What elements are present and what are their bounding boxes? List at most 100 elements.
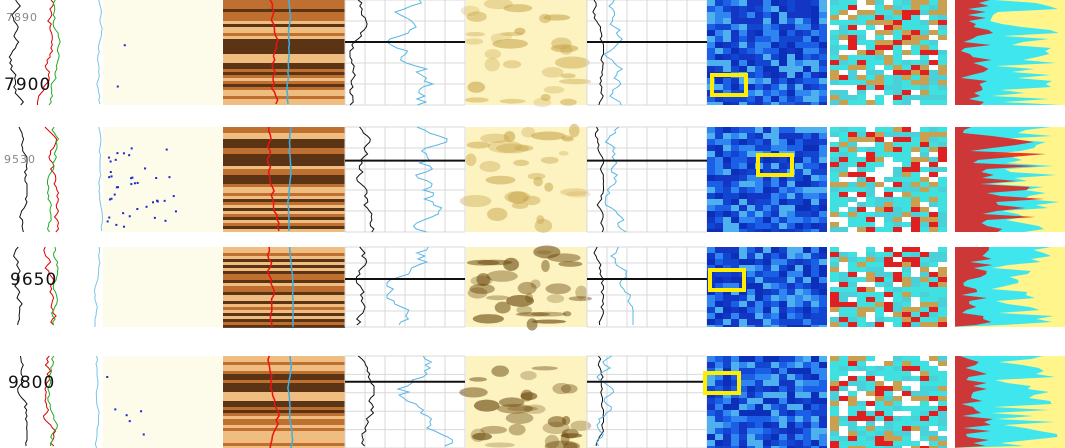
facies-cell [911, 376, 920, 381]
image-blob [472, 433, 492, 441]
heat-cell [779, 434, 787, 440]
heat-cell [715, 48, 723, 54]
heat-cell [707, 169, 715, 175]
facies-cell [866, 152, 875, 157]
facies-cell [875, 391, 884, 396]
heat-cell [707, 163, 715, 169]
heat-cell [819, 84, 827, 90]
facies-cell [884, 60, 893, 65]
facies-cell [866, 182, 875, 187]
heat-cell [755, 374, 763, 380]
facies-cell [929, 421, 938, 426]
heat-cell [811, 428, 819, 434]
facies-cell [938, 257, 947, 262]
heat-cell [763, 410, 771, 416]
facies-cell [839, 90, 848, 95]
facies-cell [911, 40, 920, 45]
facies-cell [839, 50, 848, 55]
heat-cell [739, 187, 747, 193]
facies-cell [893, 426, 902, 431]
facies-cell [893, 282, 902, 287]
heat-cell [795, 253, 803, 259]
facies-cell [857, 162, 866, 167]
facies-cell [866, 391, 875, 396]
facies-cell [902, 207, 911, 212]
heat-cell [747, 151, 755, 157]
heat-cell [819, 90, 827, 96]
heat-cell [707, 223, 715, 229]
facies-cell [893, 371, 902, 376]
heat-cell [755, 362, 763, 368]
facies-cell [839, 127, 848, 132]
image-band [223, 368, 345, 371]
heat-cell [787, 60, 795, 66]
heat-cell [763, 12, 771, 18]
heat-cell [787, 259, 795, 265]
heat-cell [811, 211, 819, 217]
facies-cell [929, 0, 938, 5]
facies-cell [839, 431, 848, 436]
heat-cell [779, 422, 787, 428]
facies-cell [893, 202, 902, 207]
heat-cell [819, 12, 827, 18]
facies-cell [902, 162, 911, 167]
facies-cell [830, 80, 839, 85]
facies-cell [857, 167, 866, 172]
heat-cell [779, 223, 787, 229]
facies-cell [938, 222, 947, 227]
dot [108, 217, 110, 219]
heat-cell [819, 313, 827, 319]
facies-cell [938, 376, 947, 381]
facies-cell [929, 127, 938, 132]
facies-cell [839, 272, 848, 277]
image-band [223, 48, 345, 51]
facies-cell [893, 35, 902, 40]
facies-cell [929, 40, 938, 45]
heat-cell [715, 133, 723, 139]
facies-cell [902, 441, 911, 446]
heat-cell [731, 277, 739, 283]
facies-cell [920, 95, 929, 100]
image-blob [513, 160, 529, 166]
heat-cell [723, 253, 731, 259]
heat-cell [819, 374, 827, 380]
heat-cell [771, 145, 779, 151]
heat-cell [819, 217, 827, 223]
heat-cell [795, 175, 803, 181]
heat-cell [787, 392, 795, 398]
image-blob [502, 33, 512, 40]
image-band [223, 286, 345, 289]
image-band [223, 166, 345, 169]
facies-cell [938, 80, 947, 85]
facies-cell [902, 25, 911, 30]
facies-cell [902, 95, 911, 100]
heat-cell [787, 127, 795, 133]
dot [129, 420, 131, 422]
heat-cell [715, 253, 723, 259]
heat-cell [739, 175, 747, 181]
facies-cell [884, 307, 893, 312]
facies-cell [911, 90, 920, 95]
heat-cell [779, 217, 787, 223]
image-blob [552, 383, 571, 394]
facies-cell [830, 217, 839, 222]
facies-cell [866, 65, 875, 70]
facies-cell [938, 322, 947, 327]
heat-cell [747, 295, 755, 301]
facies-cell [839, 416, 848, 421]
heat-cell [819, 96, 827, 102]
facies-cell [839, 391, 848, 396]
heat-cell [779, 6, 787, 12]
heat-cell [819, 42, 827, 48]
facies-cell [884, 322, 893, 327]
image-band [223, 416, 345, 419]
heat-cell [771, 18, 779, 24]
facies-cell [884, 0, 893, 5]
facies-cell [830, 322, 839, 327]
heat-cell [819, 145, 827, 151]
heat-cell [707, 325, 715, 327]
facies-cell [920, 376, 929, 381]
facies-cell [839, 0, 848, 5]
facies-cell [929, 411, 938, 416]
heat-cell [755, 139, 763, 145]
